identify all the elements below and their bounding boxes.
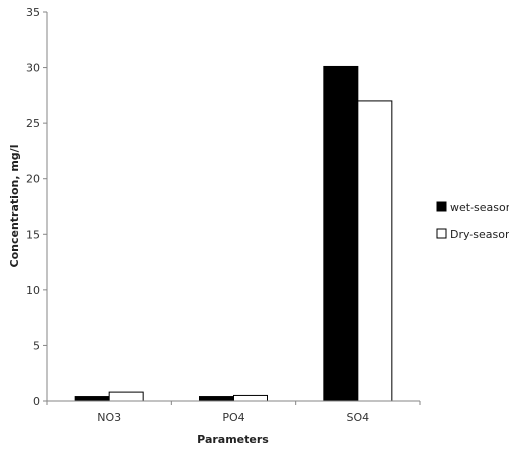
x-tick-label-so4: SO4	[347, 411, 370, 424]
y-tick-label: 0	[33, 395, 40, 408]
legend-label-dry-season: Dry-season	[450, 228, 509, 241]
y-tick-label: 25	[26, 117, 40, 130]
bar-wet-season-so4	[323, 65, 359, 402]
bar-wet-season-no3	[74, 396, 110, 402]
bars-layer	[74, 65, 393, 402]
bar-dry-season-po4	[233, 394, 268, 402]
y-axis-title: Concentration, mg/l	[8, 145, 21, 268]
x-tick-label-no3: NO3	[97, 411, 121, 424]
y-tick-label: 20	[26, 173, 40, 186]
x-tick-label-po4: PO4	[222, 411, 244, 424]
bar-wet-season-po4	[199, 396, 234, 402]
y-ticks: 0 5 10 15 20 25 30 35	[26, 6, 47, 408]
legend: wet-season Dry-season	[436, 201, 509, 241]
y-tick-label: 10	[26, 284, 40, 297]
x-axis-title: Parameters	[197, 433, 269, 446]
y-tick-label: 35	[26, 6, 40, 19]
y-tick-label: 5	[33, 339, 40, 352]
axes-layer	[46, 12, 420, 402]
legend-swatch-wet-season	[436, 201, 447, 212]
legend-swatch-dry-season	[436, 228, 447, 239]
y-tick-label: 30	[26, 62, 40, 75]
bar-dry-season-no3	[108, 391, 144, 402]
legend-label-wet-season: wet-season	[450, 201, 509, 214]
x-ticks: NO3 PO4 SO4	[46, 401, 421, 424]
y-tick-label: 15	[26, 228, 40, 241]
bar-dry-season-so4	[357, 100, 393, 402]
